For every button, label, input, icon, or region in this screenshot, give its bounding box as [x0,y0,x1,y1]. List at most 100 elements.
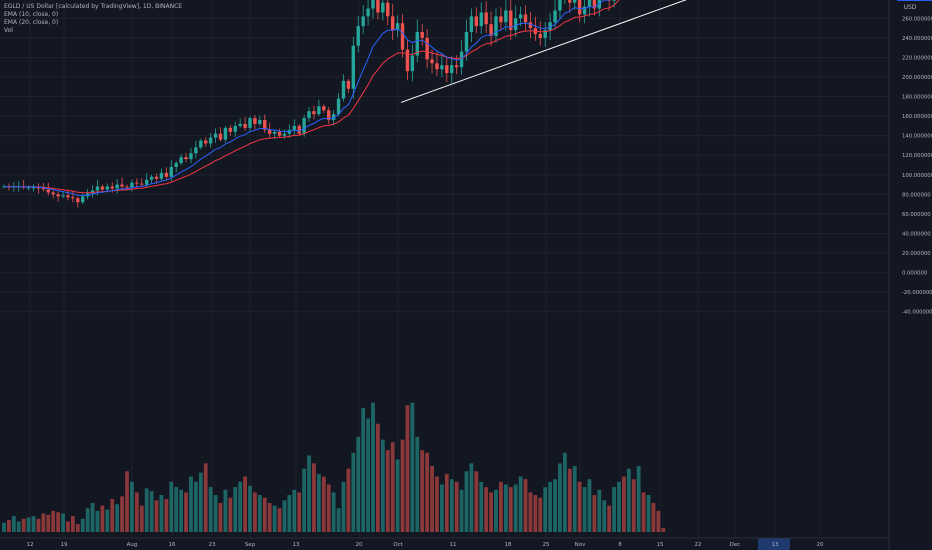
volume-bar [380,439,385,532]
candle-body [366,8,370,17]
volume-bar [508,487,513,532]
volume-bar [307,455,311,532]
candle-body [612,0,616,1]
currency-label: USD [904,4,917,11]
volume-bar [282,500,287,532]
volume-bar [351,452,356,532]
candle-body [317,106,321,115]
candle-body [445,65,449,74]
candle-body [395,23,400,31]
candle-body [346,80,351,89]
y-tick-label: 100.000000 [902,173,932,179]
candle-body [356,26,360,46]
candle-body [322,106,326,111]
volume-bar [587,479,592,532]
volume-bar [297,492,302,532]
volume-bar [174,487,179,532]
candle-body [469,16,474,33]
volume-bar [656,510,661,532]
candle-body [76,198,80,203]
candle-body [548,22,552,31]
volume-bar [95,510,100,532]
candle-body [115,184,119,189]
volume-bar [474,471,479,532]
volume-bar [607,505,612,532]
candle-body [120,184,124,187]
candle-body [331,114,336,121]
candle-body [513,18,518,31]
candle-body [435,63,439,70]
y-tick-label: 20.000000 [902,251,931,257]
volume-bar [120,496,124,532]
volume-bar [46,514,51,532]
volume-bar [454,481,459,532]
volume-bar [193,481,198,532]
volume-bar [420,450,425,532]
volume-bar [26,517,31,532]
candle-body [208,137,213,144]
candle-body [243,123,247,128]
volume-bar [548,481,553,532]
x-tick-label: Oct [393,542,403,548]
x-tick-label: 20 [817,542,824,548]
x-tick-label: 15 [657,542,664,548]
x-tick-label: 25 [543,542,550,548]
candle-body [169,166,173,177]
volume-bar [159,495,164,532]
volume-bar [366,418,370,532]
candle-body [420,32,424,38]
candle-body [233,125,237,132]
volume-bar [543,487,548,532]
volume-bar [449,479,454,532]
candle-body [56,194,60,197]
candle-body [282,133,287,136]
candle-body [553,10,557,23]
candle-body [376,0,380,13]
candle-body [189,153,193,160]
volume-bar [464,471,469,532]
candle-body [479,12,483,27]
candle-body [543,30,547,38]
candle-body [184,157,188,160]
volume-bar [400,439,405,532]
volume-bar [144,488,149,532]
volume-bar [243,476,247,532]
y-tick-label: -20.000000 [902,290,932,296]
legend-vol: Vol [4,27,13,34]
candle-body [558,0,562,11]
volume-bar [435,476,439,532]
y-tick-label: 140.000000 [902,134,932,140]
y-tick-label: 120.000000 [902,153,932,159]
price-tag [897,0,932,1]
candle-body [430,59,434,64]
volume-bar [233,487,238,532]
chart-legend: EGLD / US Dollar [calculated by TradingV… [4,3,182,35]
candle-body [140,183,144,185]
legend-ema10: EMA (10, close, 0) [4,11,59,18]
volume-bar [115,504,120,532]
volume-bar [262,497,267,532]
candle-body [568,0,572,3]
volume-bar [341,481,346,532]
volume-bar [385,450,390,532]
candle-body [218,133,223,140]
candle-body [159,172,164,179]
volume-bar [2,522,6,532]
y-tick-label: 60.000000 [902,212,931,218]
volume-bar [41,513,46,532]
volume-bar [410,402,415,532]
volume-bar [444,473,449,532]
volume-bar [134,492,139,532]
candle-body [31,187,36,189]
volume-bar [184,492,188,532]
candle-body [95,186,100,191]
volume-bar [602,500,607,532]
candle-body [390,16,395,31]
volume-bar [16,521,21,532]
candle-body [464,32,469,52]
candle-body [149,176,154,180]
candle-body [592,0,597,9]
candle-body [204,140,208,144]
